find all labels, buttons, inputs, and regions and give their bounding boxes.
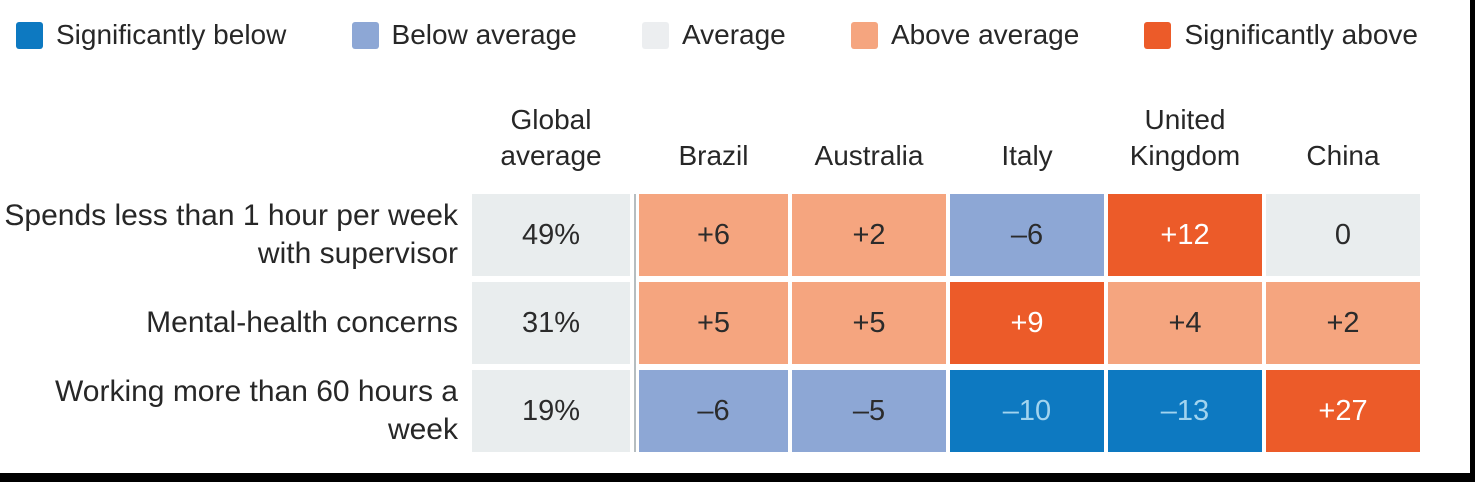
legend-item-below-average: Below average bbox=[351, 19, 577, 51]
cell-r1-australia: +5 bbox=[792, 282, 946, 364]
legend-item-significantly-above: Significantly above bbox=[1144, 19, 1418, 51]
cell-r0-global-average: 49% bbox=[472, 194, 630, 276]
below-average-swatch-icon bbox=[351, 21, 379, 49]
cell-r2-italy: –10 bbox=[950, 370, 1104, 452]
cell-r0-china: 0 bbox=[1266, 194, 1420, 276]
corner-cell bbox=[0, 64, 468, 188]
global-average-divider bbox=[634, 194, 636, 452]
column-header-australia: Australia bbox=[814, 140, 924, 172]
significantly-below-swatch-icon bbox=[16, 21, 43, 49]
column-header-brazil: Brazil bbox=[678, 140, 749, 172]
cell-r0-united-kingdom: +12 bbox=[1108, 194, 1262, 276]
legend-item-above-average: Above average bbox=[850, 19, 1080, 51]
column-header-united-kingdom: United Kingdom bbox=[1129, 104, 1241, 172]
above-average-swatch-icon bbox=[850, 21, 878, 49]
column-header-china: China bbox=[1306, 140, 1380, 172]
cell-r2-united-kingdom: –13 bbox=[1108, 370, 1262, 452]
row-label-working-hours: Working more than 60 hours a week bbox=[55, 374, 458, 446]
legend-label: Significantly below bbox=[56, 19, 287, 50]
cell-r2-global-average: 19% bbox=[472, 370, 630, 452]
cell-r0-italy: –6 bbox=[950, 194, 1104, 276]
column-header-italy: Italy bbox=[1001, 140, 1053, 172]
legend: Significantly below Below average Averag… bbox=[0, 0, 1470, 56]
legend-item-significantly-below: Significantly below bbox=[16, 19, 286, 51]
average-swatch-icon bbox=[641, 21, 669, 49]
cell-r0-australia: +2 bbox=[792, 194, 946, 276]
cell-r2-australia: –5 bbox=[792, 370, 946, 452]
legend-item-average: Average bbox=[641, 19, 786, 51]
legend-label: Above average bbox=[890, 19, 1080, 50]
legend-label: Average bbox=[681, 19, 786, 50]
legend-label: Below average bbox=[391, 19, 577, 50]
heatmap-table: Global average Brazil Australia Italy Un… bbox=[0, 64, 1470, 452]
cell-r1-united-kingdom: +4 bbox=[1108, 282, 1262, 364]
column-header-global-average: Global average bbox=[500, 104, 602, 172]
cell-r2-brazil: –6 bbox=[639, 370, 788, 452]
significantly-above-swatch-icon bbox=[1144, 21, 1172, 49]
cell-r1-brazil: +5 bbox=[639, 282, 788, 364]
legend-label: Significantly above bbox=[1184, 19, 1418, 50]
cell-r0-brazil: +6 bbox=[639, 194, 788, 276]
row-label-supervisor-time: Spends less than 1 hour per week with su… bbox=[4, 198, 458, 270]
cell-r2-china: +27 bbox=[1266, 370, 1420, 452]
cell-r1-global-average: 31% bbox=[472, 282, 630, 364]
cell-r1-china: +2 bbox=[1266, 282, 1420, 364]
cell-r1-italy: +9 bbox=[950, 282, 1104, 364]
row-label-mental-health: Mental-health concerns bbox=[146, 305, 458, 339]
